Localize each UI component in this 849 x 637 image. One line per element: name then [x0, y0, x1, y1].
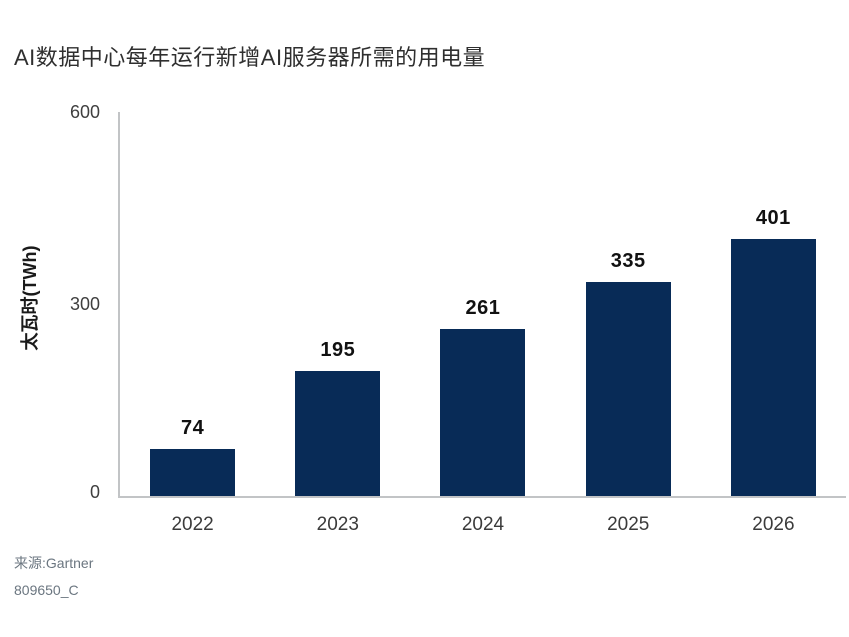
bar [295, 371, 381, 496]
x-axis-baseline [118, 496, 846, 498]
bar-column-2026: 401 [730, 112, 816, 496]
bar-value-label: 261 [465, 297, 501, 319]
x-axis-labels: 2022 2023 2024 2025 2026 [120, 514, 846, 536]
bar [730, 239, 816, 496]
bar-column-2023: 195 [295, 112, 381, 496]
plot-area: 74 195 261 335 401 [120, 112, 846, 496]
source-line: 来源:Gartner [14, 555, 94, 571]
x-tick-label: 2023 [316, 514, 359, 535]
chart-id-line: 809650_C [14, 582, 79, 598]
x-tick-label: 2024 [461, 514, 505, 535]
bar-value-label: 401 [755, 207, 791, 229]
bar-column-2025: 335 [585, 112, 671, 496]
bar-value-label: 335 [610, 250, 646, 272]
y-tick-label-600: 600 [69, 102, 100, 122]
bar [585, 282, 671, 496]
bar-column-2022: 74 [150, 112, 236, 496]
x-tick-label: 2026 [752, 514, 795, 535]
y-axis-line [118, 112, 120, 498]
bar-value-label: 74 [180, 417, 205, 439]
bar-column-2024: 261 [440, 112, 526, 496]
source-note: 来源:Gartner 809650_C [14, 553, 93, 607]
y-tick-label-300: 300 [69, 294, 100, 314]
x-tick-label: 2022 [171, 514, 214, 535]
bar [150, 449, 236, 496]
x-tick-label: 2025 [607, 514, 650, 535]
bar-value-label: 195 [320, 339, 356, 361]
y-tick-label-0: 0 [89, 482, 100, 502]
bar [440, 329, 526, 496]
chart-title: AI数据中心每年运行新增AI服务器所需的用电量 [14, 45, 486, 70]
